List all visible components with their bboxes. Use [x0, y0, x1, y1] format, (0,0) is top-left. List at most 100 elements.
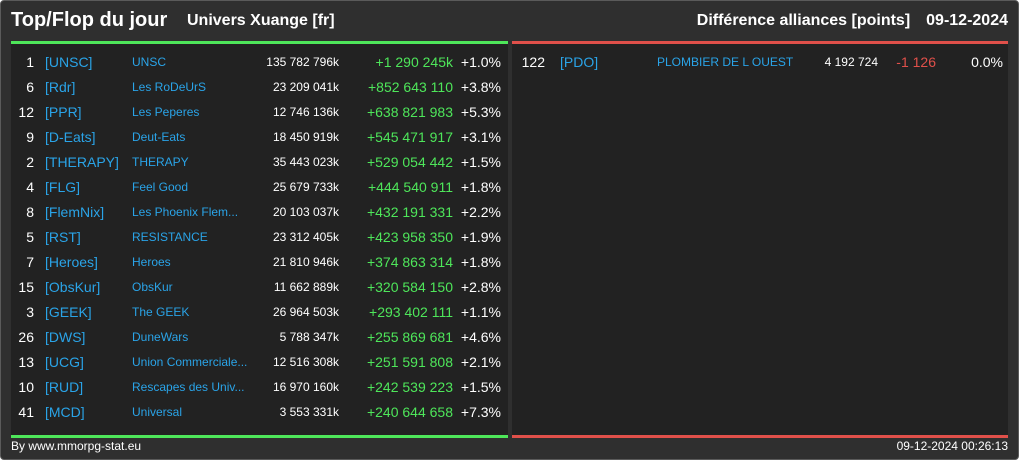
alliance-name-link[interactable]: THERAPY — [132, 155, 189, 169]
rank: 9 — [26, 129, 34, 145]
flop-row: 122 [PDO] PLOMBIER DE L OUEST 4 192 724 -1 1… — [512, 50, 1008, 75]
percent-change: +1.8% — [460, 254, 501, 270]
alliance-tag-link[interactable]: [D-Eats] — [45, 129, 96, 145]
point-diff: +255 869 681 — [366, 329, 453, 345]
alliance-tag-link[interactable]: [Rdr] — [45, 79, 76, 95]
percent-change: +2.1% — [460, 354, 501, 370]
top-row: 10 [RUD] Rescapes des Univ... 16 970 160k +2… — [11, 375, 508, 400]
top-row: 26 [DWS] DuneWars 5 788 347k +255 869 681 +4.… — [11, 325, 508, 350]
point-diff: +251 591 808 — [366, 354, 453, 370]
percent-change: +2.8% — [460, 279, 501, 295]
points: 4 192 724 — [824, 55, 878, 69]
alliance-tag-link[interactable]: [RST] — [45, 229, 81, 245]
alliance-tag-link[interactable]: [GEEK] — [45, 304, 92, 320]
points: 18 450 919k — [272, 130, 339, 144]
points: 135 782 796k — [266, 55, 339, 69]
alliance-tag-link[interactable]: [PDO] — [560, 54, 599, 70]
alliance-name-link[interactable]: Heroes — [132, 255, 171, 269]
point-diff: +444 540 911 — [368, 179, 453, 195]
rank: 10 — [18, 379, 34, 395]
alliance-name-link[interactable]: Les Peperes — [132, 105, 200, 119]
rank: 122 — [521, 54, 545, 70]
points: 12 746 136k — [272, 105, 339, 119]
points: 23 312 405k — [272, 230, 339, 244]
alliance-tag-link[interactable]: [UNSC] — [45, 54, 93, 70]
points: 35 443 023k — [272, 155, 339, 169]
alliance-tag-link[interactable]: [FLG] — [45, 179, 81, 195]
top-row: 6 [Rdr] Les RoDeUrS 23 209 041k +852 643 110… — [11, 75, 508, 100]
alliance-name-link[interactable]: Rescapes des Univ... — [132, 380, 245, 394]
alliance-name-link[interactable]: Universal — [132, 405, 183, 419]
point-diff: +240 644 658 — [366, 404, 453, 420]
rank: 26 — [18, 329, 34, 345]
alliance-name-link[interactable]: Feel Good — [132, 180, 189, 194]
alliance-name-link[interactable]: Les RoDeUrS — [132, 80, 207, 94]
top-row: 1 [UNSC] UNSC 135 782 796k +1 290 245k +1.0% — [11, 50, 508, 75]
percent-change: +1.0% — [460, 54, 501, 70]
alliance-name-link[interactable]: The GEEK — [132, 305, 190, 319]
point-diff: +545 471 917 — [366, 129, 453, 145]
rank: 41 — [18, 404, 34, 420]
point-diff: +432 191 331 — [366, 204, 453, 220]
point-diff: +423 958 350 — [366, 229, 453, 245]
points: 20 103 037k — [272, 205, 339, 219]
top-row: 7 [Heroes] Heroes 21 810 946k +374 863 314 +1… — [11, 250, 508, 275]
rank: 8 — [26, 204, 34, 220]
alliance-tag-link[interactable]: [Heroes] — [45, 254, 98, 270]
alliance-name-link[interactable]: Deut-Eats — [132, 130, 186, 144]
alliance-name-link[interactable]: RESISTANCE — [132, 230, 208, 244]
alliance-tag-link[interactable]: [MCD] — [45, 404, 85, 420]
top-row: 5 [RST] RESISTANCE 23 312 405k +423 958 350 +… — [11, 225, 508, 250]
alliance-name-link[interactable]: UNSC — [132, 55, 167, 69]
header-right: Différence alliances [points] 09-12-2024 — [681, 12, 1008, 30]
points: 21 810 946k — [272, 255, 339, 269]
rank: 4 — [26, 179, 34, 195]
rank: 13 — [18, 354, 34, 370]
rank: 6 — [26, 79, 34, 95]
header: Top/Flop du jour Univers Xuange [fr] Dif… — [1, 1, 1018, 41]
points: 25 679 733k — [272, 180, 339, 194]
flop-alliances-panel: 122 [PDO] PLOMBIER DE L OUEST 4 192 724 -1 1… — [512, 41, 1008, 438]
point-diff: -1 126 — [896, 54, 936, 70]
rank: 3 — [26, 304, 34, 320]
alliance-tag-link[interactable]: [FlemNix] — [45, 204, 105, 220]
rank: 7 — [26, 254, 34, 270]
percent-change: +3.1% — [460, 129, 501, 145]
point-diff: +529 054 442 — [366, 154, 453, 170]
top-row: 4 [FLG] Feel Good 25 679 733k +444 540 911 +1… — [11, 175, 508, 200]
footer-credit[interactable]: By www.mmorpg-stat.eu — [11, 439, 142, 453]
percent-change: +4.6% — [460, 329, 501, 345]
alliance-name-link[interactable]: Les Phoenix Flem... — [132, 205, 239, 219]
point-diff: +852 643 110 — [368, 79, 453, 95]
point-diff: +320 584 150 — [366, 279, 453, 295]
point-diff: +374 863 314 — [366, 254, 453, 270]
alliance-name-link[interactable]: ObsKur — [132, 280, 173, 294]
percent-change: +1.1% — [460, 304, 501, 320]
point-diff: +638 821 983 — [366, 104, 453, 120]
alliance-name-link[interactable]: DuneWars — [132, 330, 189, 344]
top-alliances-panel: 1 [UNSC] UNSC 135 782 796k +1 290 245k +1.0% 6… — [11, 41, 508, 438]
alliance-tag-link[interactable]: [PPR] — [45, 104, 82, 120]
points: 23 209 041k — [272, 80, 339, 94]
alliance-tag-link[interactable]: [THERAPY] — [45, 154, 119, 170]
alliance-tag-link[interactable]: [ObsKur] — [45, 279, 101, 295]
percent-change: +1.5% — [460, 379, 501, 395]
footer-timestamp: 09-12-2024 00:26:13 — [896, 439, 1008, 453]
rank: 15 — [18, 279, 34, 295]
header-date: 09-12-2024 — [926, 12, 1008, 29]
rank: 5 — [26, 229, 34, 245]
percent-change: +1.8% — [460, 179, 501, 195]
top-row: 41 [MCD] Universal 3 553 331k +240 644 658 +7… — [11, 400, 508, 425]
alliance-tag-link[interactable]: [UCG] — [45, 354, 84, 370]
points: 16 970 160k — [272, 380, 339, 394]
points: 12 516 308k — [272, 355, 339, 369]
top-row: 15 [ObsKur] ObsKur 11 662 889k +320 584 150 +… — [11, 275, 508, 300]
alliance-name-link[interactable]: PLOMBIER DE L OUEST — [657, 55, 794, 69]
alliance-tag-link[interactable]: [RUD] — [45, 379, 84, 395]
alliance-tag-link[interactable]: [DWS] — [45, 329, 86, 345]
percent-change: +1.9% — [460, 229, 501, 245]
point-diff: +242 539 223 — [366, 379, 453, 395]
alliance-name-link[interactable]: Union Commerciale... — [132, 355, 248, 369]
top-row: 8 [FlemNix] Les Phoenix Flem... 20 103 037k… — [11, 200, 508, 225]
